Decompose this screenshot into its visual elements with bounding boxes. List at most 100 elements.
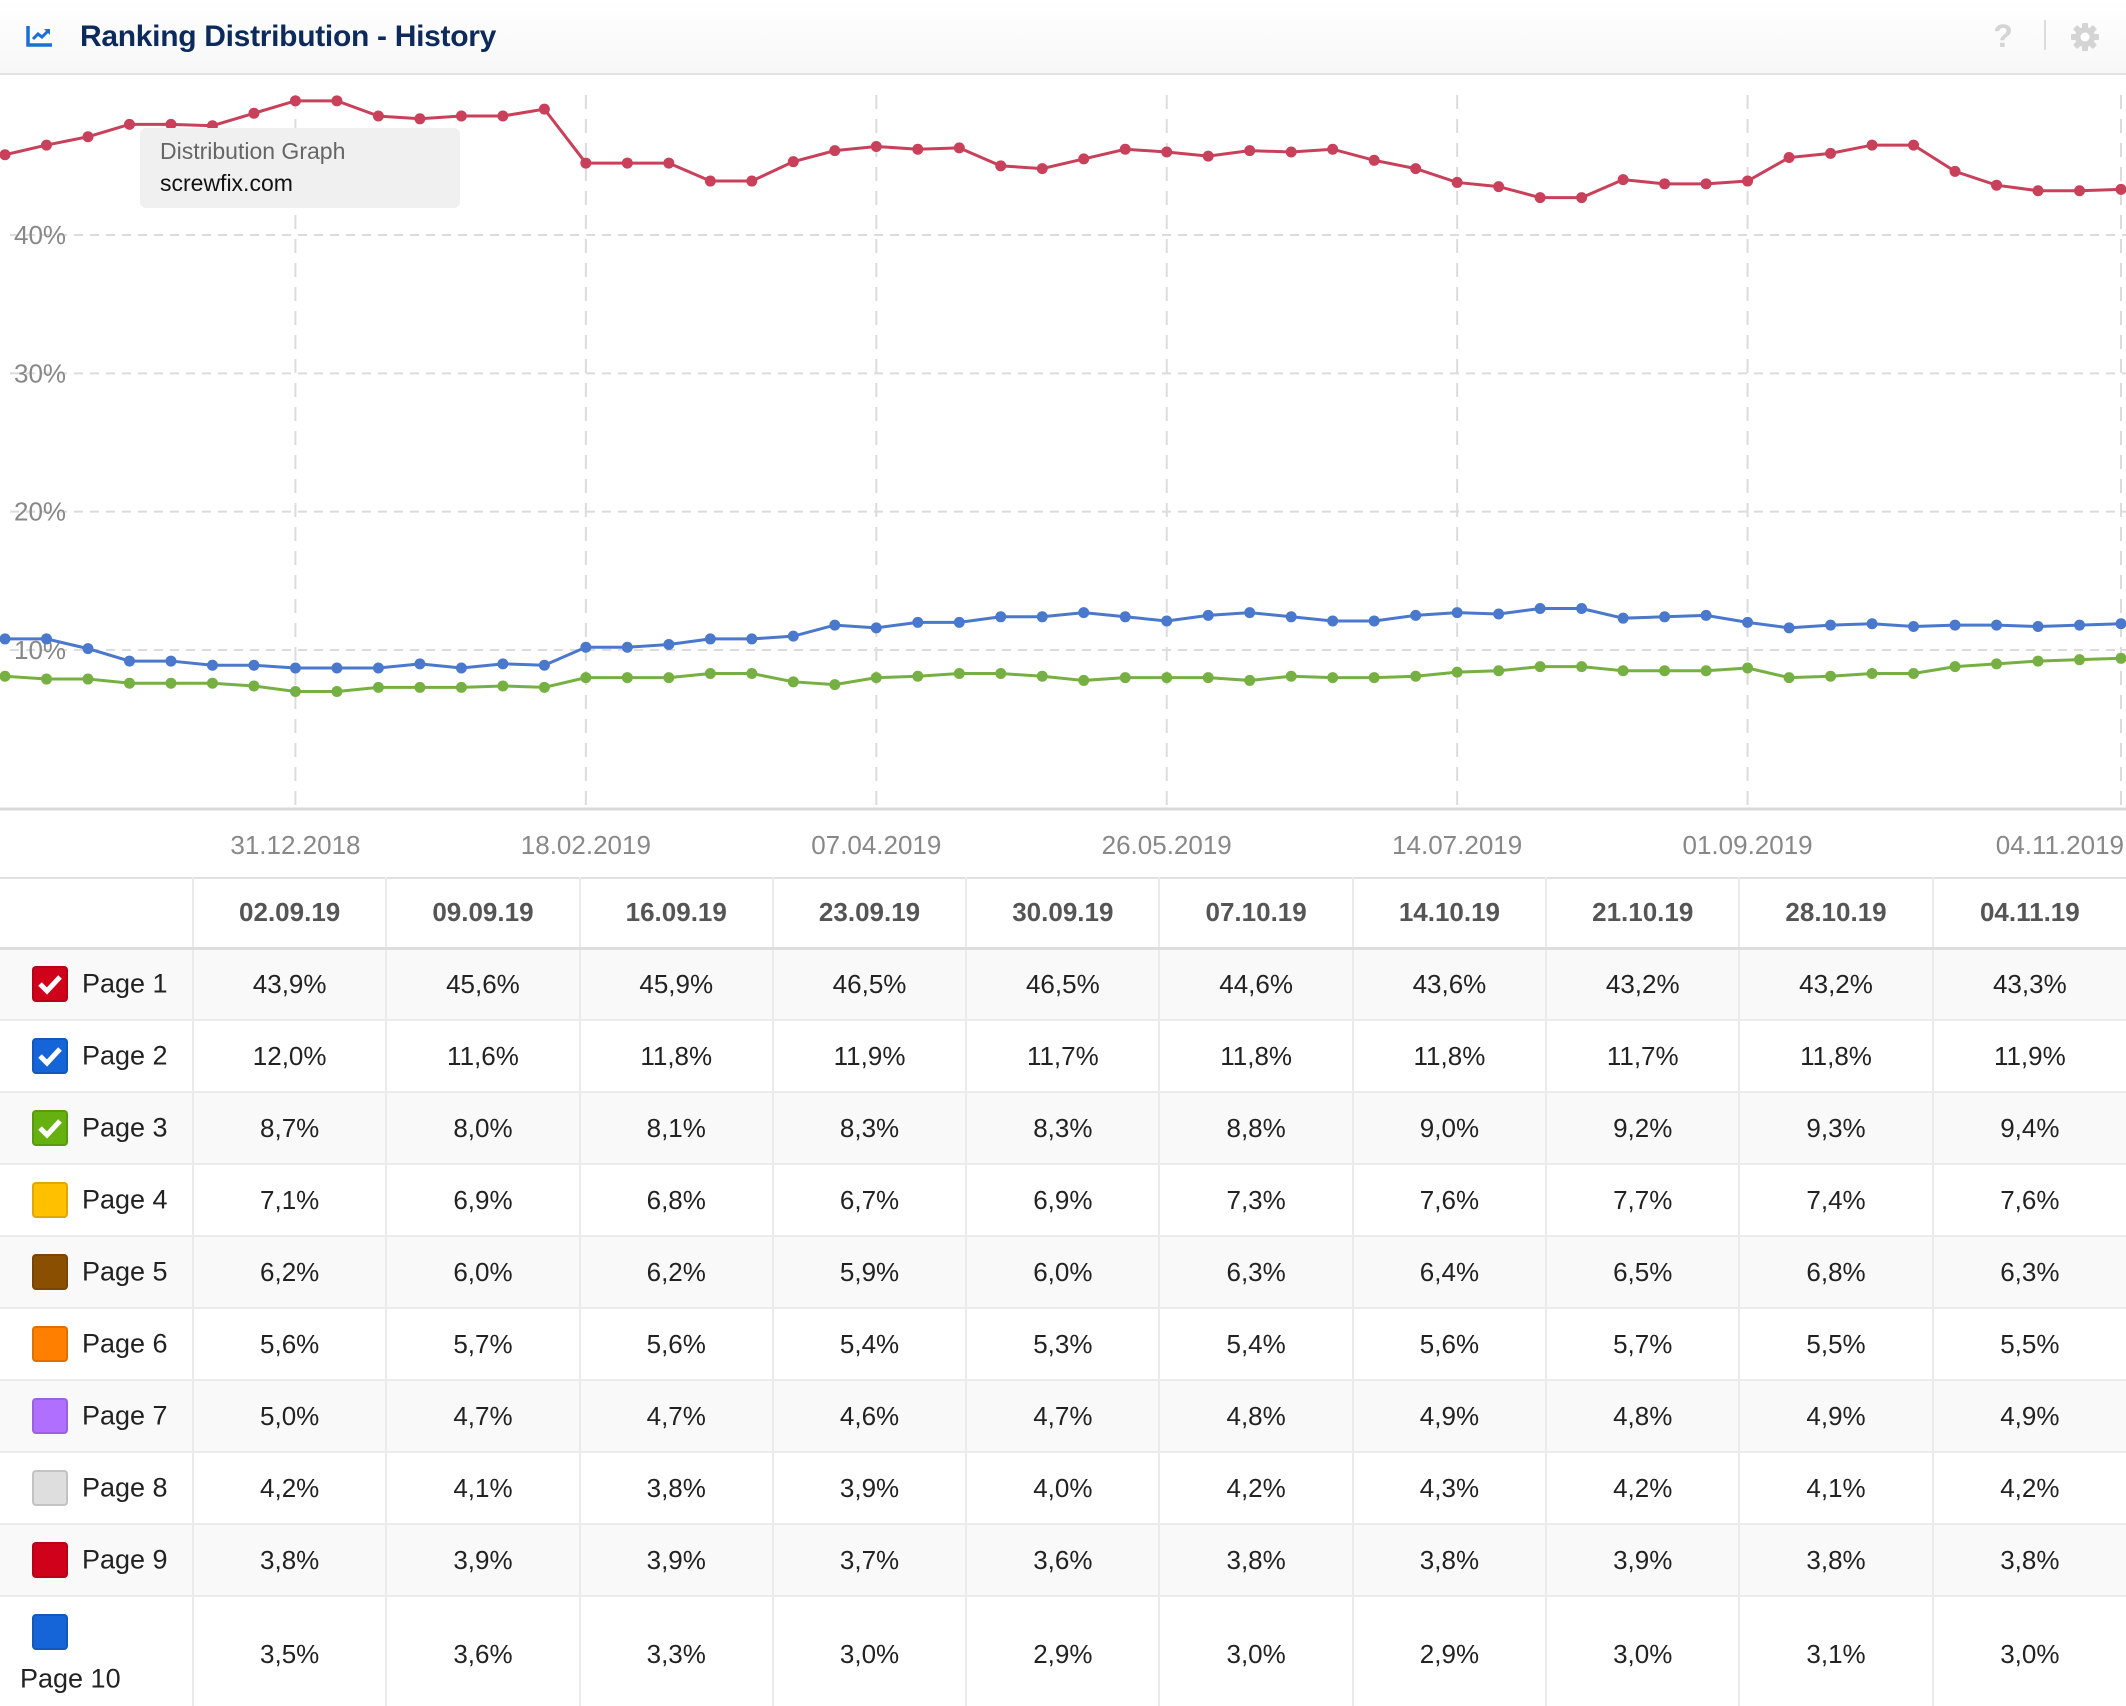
data-point xyxy=(1078,674,1090,686)
value-cell: 11,7% xyxy=(965,1019,1161,1093)
x-tick-label: 14.07.2019 xyxy=(1392,830,1522,860)
series-toggle-checkbox[interactable] xyxy=(32,1470,68,1506)
data-point xyxy=(995,611,1007,623)
data-point xyxy=(1783,152,1795,164)
gear-icon[interactable] xyxy=(2070,22,2100,52)
value-cell: 9,0% xyxy=(1351,1091,1548,1165)
data-point xyxy=(1825,147,1837,159)
value-cell: 8,7% xyxy=(191,1091,388,1165)
data-point xyxy=(2032,620,2044,632)
data-point xyxy=(165,118,177,130)
data-point xyxy=(829,619,841,631)
data-point xyxy=(870,140,882,152)
data-point xyxy=(953,616,965,628)
data-point xyxy=(1700,609,1712,621)
chart-svg: 10%20%30%40%31.12.2018 18.02.2019 07.04.20… xyxy=(0,95,2126,860)
data-point xyxy=(206,659,218,671)
data-point xyxy=(1202,609,1214,621)
data-point xyxy=(1119,611,1131,623)
series-toggle-checkbox[interactable] xyxy=(32,1326,68,1362)
value-cell: 8,3% xyxy=(965,1091,1161,1165)
data-point xyxy=(621,672,633,684)
series-toggle-checkbox[interactable] xyxy=(32,1254,68,1290)
value-cell: 3,6% xyxy=(965,1523,1161,1597)
series-label: Page 1 xyxy=(82,968,168,999)
value-cell: 4,2% xyxy=(1545,1451,1741,1525)
data-point xyxy=(1327,672,1339,684)
column-header: 28.10.19 xyxy=(1738,877,1934,950)
series-label: Page 6 xyxy=(82,1328,168,1359)
distribution-table: 02.09.19 09.09.19 16.09.19 23.09.19 30.09.19… xyxy=(0,877,2126,1706)
value-cell: 3,8% xyxy=(191,1523,388,1597)
data-point xyxy=(870,672,882,684)
data-point xyxy=(1161,672,1173,684)
value-cell: 5,3% xyxy=(965,1307,1161,1381)
data-point xyxy=(1742,616,1754,628)
value-cell: 6,3% xyxy=(1158,1235,1354,1309)
data-point xyxy=(1078,153,1090,165)
value-cell: 6,9% xyxy=(965,1163,1161,1237)
value-cell: 43,2% xyxy=(1738,947,1934,1021)
value-cell: 3,0% xyxy=(1158,1595,1354,1706)
header-corner xyxy=(0,877,194,950)
data-point xyxy=(1368,154,1380,166)
data-point xyxy=(1410,609,1422,621)
data-point xyxy=(455,110,467,122)
value-cell: 3,7% xyxy=(771,1523,968,1597)
series-toggle-checkbox[interactable] xyxy=(32,1542,68,1578)
series-toggle-checkbox[interactable] xyxy=(32,1182,68,1218)
data-point xyxy=(1991,619,2003,631)
table-row: Page 9 3,8% 3,9% 3,9% 3,7% 3,6% 3,8% 3,8% 3,9% 3,… xyxy=(0,1523,2126,1597)
column-header: 04.11.19 xyxy=(1931,877,2126,950)
value-cell: 11,8% xyxy=(1738,1019,1934,1093)
data-point xyxy=(1410,163,1422,175)
data-point xyxy=(663,157,675,169)
column-header: 21.10.19 xyxy=(1545,877,1741,950)
data-point xyxy=(497,680,509,692)
data-point xyxy=(1949,661,1961,673)
value-cell: 3,8% xyxy=(1738,1523,1934,1597)
series-toggle-checkbox[interactable] xyxy=(32,1038,68,1074)
data-point xyxy=(1161,146,1173,158)
value-cell: 45,9% xyxy=(578,947,774,1021)
value-cell: 43,9% xyxy=(191,947,388,1021)
column-header: 16.09.19 xyxy=(578,877,774,950)
value-cell: 4,6% xyxy=(771,1379,968,1453)
data-point xyxy=(1368,615,1380,627)
data-point xyxy=(1327,615,1339,627)
value-cell: 3,9% xyxy=(578,1523,774,1597)
value-cell: 5,6% xyxy=(1351,1307,1548,1381)
value-cell: 3,9% xyxy=(385,1523,581,1597)
value-cell: 43,6% xyxy=(1351,947,1548,1021)
data-point xyxy=(1493,608,1505,620)
data-point xyxy=(372,681,384,693)
column-header: 09.09.19 xyxy=(385,877,581,950)
value-cell: 5,6% xyxy=(191,1307,388,1381)
series-toggle-checkbox[interactable] xyxy=(32,1110,68,1146)
x-tick-label: 31.12.2018 xyxy=(230,830,360,860)
series-toggle-checkbox[interactable] xyxy=(32,1613,68,1650)
data-point xyxy=(1202,672,1214,684)
data-point xyxy=(1991,179,2003,191)
series-toggle-checkbox[interactable] xyxy=(32,1398,68,1434)
data-point xyxy=(289,95,301,107)
data-point xyxy=(165,677,177,689)
value-cell: 3,6% xyxy=(385,1595,581,1706)
data-point xyxy=(1244,145,1256,157)
value-cell: 11,8% xyxy=(1158,1019,1354,1093)
series-toggle-checkbox[interactable] xyxy=(32,966,68,1003)
value-cell: 8,0% xyxy=(385,1091,581,1165)
data-point xyxy=(621,641,633,653)
question-mark-icon[interactable]: ? xyxy=(1993,18,2013,54)
value-cell: 3,9% xyxy=(771,1451,968,1525)
table-row: Page 3 8,7% 8,0% 8,1% 8,3% 8,3% 8,8% 9,0% 9,2% 9,… xyxy=(0,1091,2126,1165)
data-point xyxy=(787,630,799,642)
data-point xyxy=(829,145,841,157)
value-cell: 6,4% xyxy=(1351,1235,1548,1309)
data-point xyxy=(1493,665,1505,677)
data-point xyxy=(1825,619,1837,631)
table-row: Page 5 6,2% 6,0% 6,2% 5,9% 6,0% 6,3% 6,4% 6,5% 6,… xyxy=(0,1235,2126,1309)
data-point xyxy=(663,672,675,684)
y-tick-label: 30% xyxy=(14,358,66,388)
tooltip-title: Distribution Graph xyxy=(160,138,346,164)
